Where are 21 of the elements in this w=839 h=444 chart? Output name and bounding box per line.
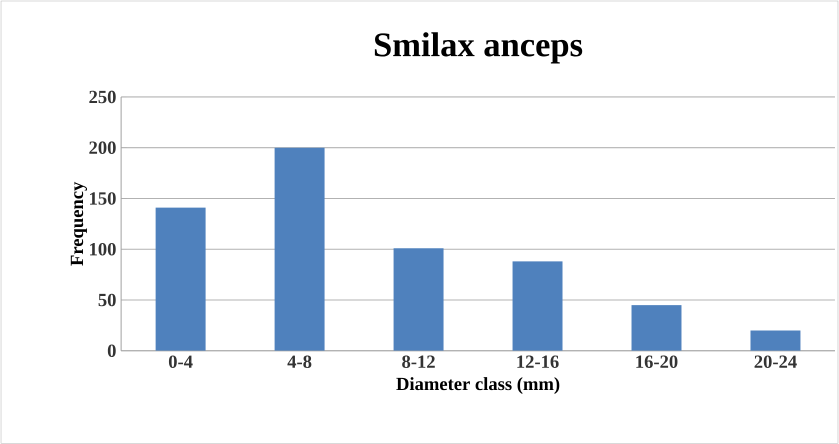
y-tick-label: 50: [98, 294, 116, 306]
x-axis-title: Diameter class (mm): [396, 376, 560, 394]
y-tick-label: 100: [90, 242, 116, 256]
bar: [512, 261, 563, 351]
y-axis-title: Frequency: [70, 182, 88, 266]
bar: [394, 248, 444, 351]
bar: [750, 330, 800, 351]
y-tick-label: 150: [90, 192, 116, 205]
x-tick-label: 20-24: [754, 355, 797, 368]
x-tick-label: 4-8: [287, 355, 312, 368]
bar: [156, 207, 206, 351]
y-tick-label: 0: [108, 344, 116, 357]
x-tick-label: 12-16: [517, 355, 559, 368]
x-tick-label: 16-20: [636, 355, 678, 368]
y-tick-label: 200: [89, 141, 116, 154]
x-tick-label: 8-12: [402, 355, 435, 368]
chart-title: Smilax anceps: [374, 32, 582, 64]
y-tick-label: 250: [89, 90, 116, 104]
x-tick-label: 0-4: [168, 355, 193, 368]
bar: [632, 304, 682, 351]
bar: [274, 148, 325, 351]
